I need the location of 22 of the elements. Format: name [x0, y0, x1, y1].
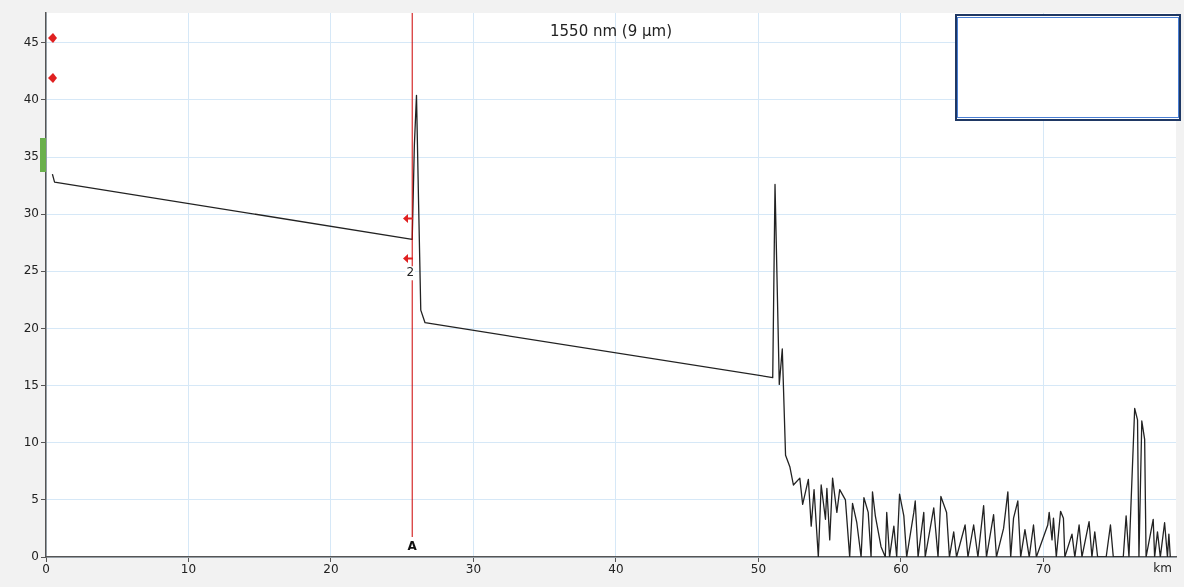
y-tick-label: 30 [23, 206, 39, 221]
y-tick-label: 0 [31, 549, 39, 564]
text: 1550 nm (9 µm) [550, 21, 672, 40]
y-tick-label: 25 [23, 263, 39, 278]
y-tick-label: 10 [23, 434, 39, 449]
x-tick-label: 0 [42, 562, 50, 577]
x-axis-title: km [1153, 561, 1172, 576]
x-tick-label: 10 [180, 562, 197, 577]
x-tick-label: 40 [608, 562, 624, 577]
x-tick-label: 70 [1035, 562, 1052, 577]
x-tick-label: 50 [750, 562, 767, 577]
y-tick-label: 5 [31, 491, 39, 506]
y-tick-label: 20 [23, 320, 39, 335]
x-tick-label: 60 [893, 562, 909, 577]
x-tick-label: 30 [465, 562, 482, 577]
y-tick-label: 15 [23, 377, 39, 392]
ref-line-label: A [407, 539, 418, 554]
annotation: 2 [406, 265, 415, 280]
y-tick-label: 35 [23, 149, 39, 164]
y-tick-label: 45 [23, 34, 39, 49]
x-tick-label: 20 [323, 562, 339, 577]
y-tick-label: 40 [23, 91, 39, 106]
